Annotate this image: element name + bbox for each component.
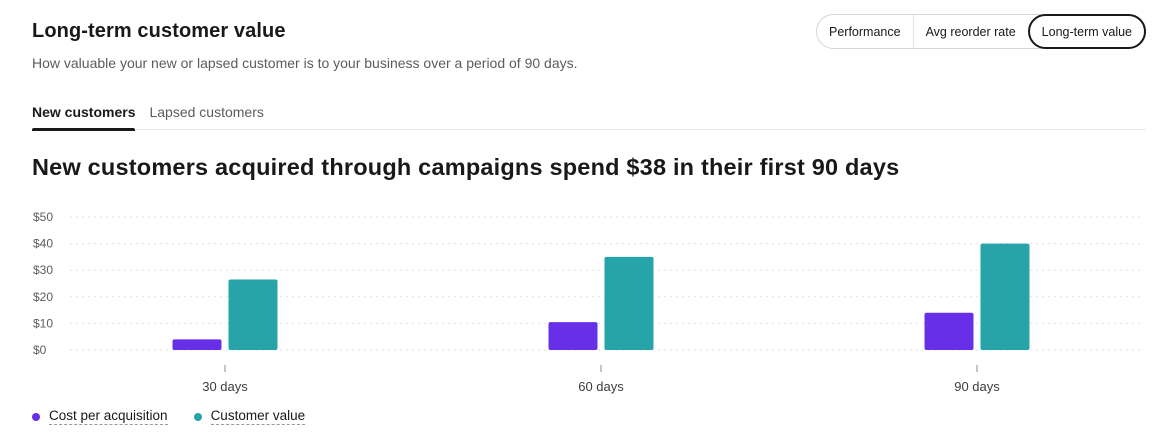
tab-lapsed-customers[interactable]: Lapsed customers [149, 104, 264, 120]
y-tick-label: $0 [33, 343, 47, 357]
x-tick-label: 90 days [954, 379, 1000, 394]
bar-cost-per-acquisition [924, 312, 974, 350]
legend-item-cost-per-acquisition[interactable]: Cost per acquisition [32, 408, 168, 425]
legend-dot-cost-per-acquisition [32, 412, 40, 421]
bar-cost-per-acquisition [172, 339, 222, 350]
x-tick-label: 60 days [578, 379, 624, 394]
bar-customer-value [228, 279, 278, 350]
tab-new-customers[interactable]: New customers [32, 104, 136, 131]
legend-item-customer-value[interactable]: Customer value [193, 408, 306, 425]
legend-label-customer-value: Customer value [210, 408, 306, 425]
customer-tabs: New customers Lapsed customers [32, 104, 1146, 131]
bar-chart: $0 $10 $20 $30 $40 $50 30 days 60 days 90 days [33, 210, 1140, 394]
bar-customer-value [980, 243, 1030, 350]
toggle-long-term-value-button[interactable]: Long-term value [1027, 14, 1146, 49]
y-tick-label: $40 [33, 237, 53, 251]
toggle-performance-button[interactable]: Performance [829, 24, 901, 39]
page-subtitle: How valuable your new or lapsed customer… [32, 55, 578, 71]
toggle-avg-reorder-rate-button[interactable]: Avg reorder rate [912, 15, 1028, 48]
bar-cost-per-acquisition [548, 322, 598, 350]
bar-customer-value [604, 256, 654, 350]
view-toggle: Performance Avg reorder rate Long-term v… [816, 14, 1146, 49]
y-tick-label: $50 [33, 210, 53, 224]
y-tick-label: $20 [33, 290, 53, 304]
chart-legend: Cost per acquisition Customer value [32, 408, 331, 425]
x-tick-label: 30 days [202, 379, 248, 394]
y-tick-label: $30 [33, 263, 53, 277]
chart-heading: New customers acquired through campaigns… [32, 154, 900, 180]
legend-label-cost-per-acquisition: Cost per acquisition [49, 408, 168, 425]
page-title: Long-term customer value [32, 20, 286, 42]
y-tick-label: $10 [33, 316, 53, 330]
legend-dot-customer-value [193, 412, 202, 421]
